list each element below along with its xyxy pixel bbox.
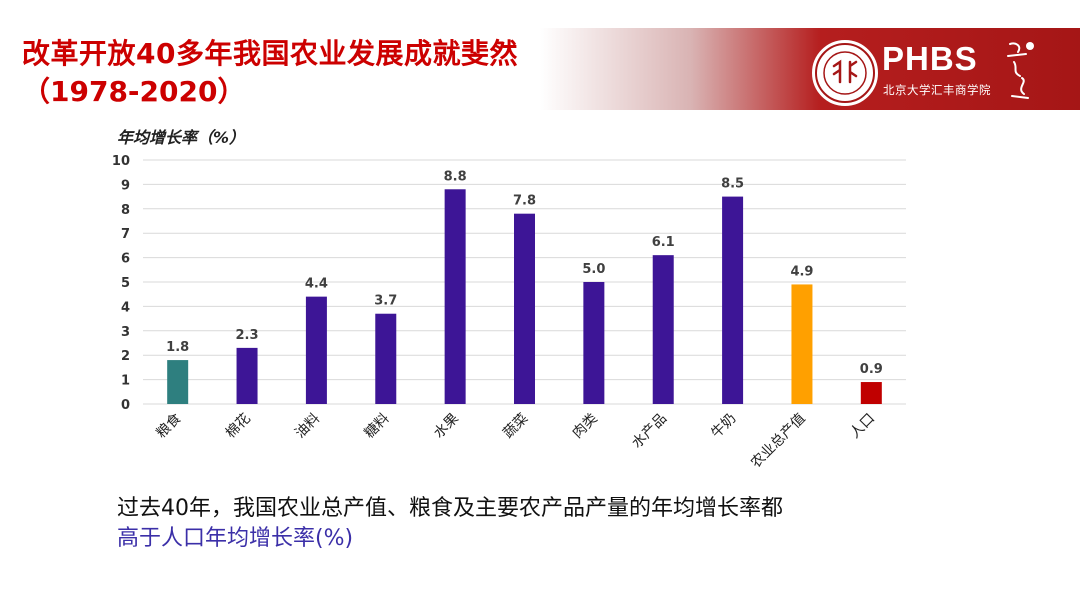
brand-subtitle: 北京大学汇丰商学院 — [883, 83, 991, 97]
y-tick-label: 4 — [121, 300, 130, 315]
page-subtitle: （1978-2020） — [22, 75, 246, 108]
data-label: 7.8 — [513, 194, 536, 209]
y-tick-label: 7 — [121, 227, 130, 242]
y-tick-label: 5 — [121, 276, 130, 291]
caption-line2: 高于人口年均增长率(%) — [117, 526, 354, 551]
x-tick-label: 农业总产值 — [748, 411, 809, 472]
y-tick-label: 9 — [121, 178, 130, 193]
x-tick-label: 水果 — [431, 411, 462, 442]
bar — [722, 196, 744, 404]
y-tick-label: 1 — [121, 374, 130, 389]
x-tick-label: 棉花 — [222, 410, 254, 442]
data-label: 6.1 — [652, 235, 675, 250]
bar — [514, 213, 535, 404]
data-label: 4.4 — [305, 277, 328, 292]
bar — [375, 313, 397, 404]
data-label: 2.3 — [236, 328, 259, 343]
data-label: 8.8 — [444, 169, 467, 184]
bar — [167, 360, 189, 404]
y-tick-label: 10 — [112, 154, 130, 169]
x-tick-label: 粮食 — [153, 410, 185, 442]
data-label: 0.9 — [860, 362, 883, 377]
data-label: 5.0 — [582, 262, 605, 277]
y-tick-label: 8 — [121, 203, 130, 218]
data-label: 4.9 — [790, 264, 813, 279]
caption-line1: 过去40年，我国农业总产值、粮食及主要农产品产量的年均增长率都 — [117, 496, 783, 521]
caption: 过去40年，我国农业总产值、粮食及主要农产品产量的年均增长率都 高于人口年均增长… — [117, 494, 783, 554]
x-tick-label: 水产品 — [629, 411, 670, 452]
university-seal-icon — [812, 40, 878, 106]
x-tick-label: 糖料 — [361, 411, 392, 442]
page-title: 改革开放40多年我国农业发展成就斐然 — [22, 37, 518, 70]
y-tick-label: 0 — [121, 398, 130, 413]
x-tick-label: 肉类 — [570, 411, 601, 442]
bar — [444, 189, 466, 404]
x-tick-label: 蔬菜 — [500, 411, 531, 442]
bar — [860, 382, 882, 404]
data-label: 1.8 — [166, 340, 189, 355]
bar — [791, 284, 813, 404]
calligraphy-mark-icon — [1007, 42, 1034, 99]
x-tick-label: 人口 — [847, 411, 878, 442]
brand-name: PHBS — [882, 40, 978, 77]
data-label: 3.7 — [374, 294, 397, 309]
phbs-logo: PHBS 北京大学汇丰商学院 — [812, 38, 1080, 108]
bar — [583, 282, 605, 404]
y-tick-label: 2 — [121, 349, 130, 364]
bar — [236, 347, 258, 404]
x-tick-label: 油料 — [292, 411, 323, 442]
y-tick-label: 6 — [121, 252, 130, 267]
header-banner — [0, 28, 1080, 110]
x-tick-label: 牛奶 — [708, 411, 739, 442]
y-tick-label: 3 — [121, 325, 130, 340]
data-label: 8.5 — [721, 177, 744, 192]
bar — [305, 296, 327, 404]
bar — [652, 255, 674, 404]
y-axis-label: 年均增长率（%） — [117, 128, 246, 147]
